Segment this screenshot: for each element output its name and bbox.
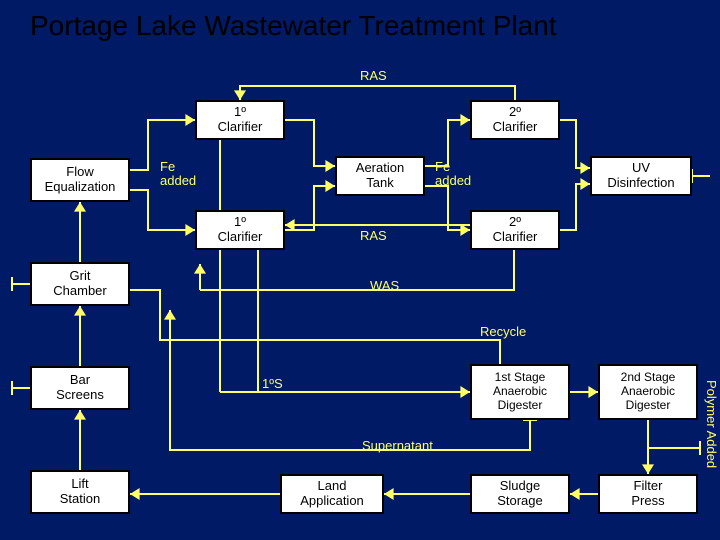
conn-grit-in [12,277,30,291]
conn-pc-top-to-aer [285,120,335,172]
node-pc-bot: 1º Clarifier [195,210,285,250]
conn-sc-bot-to-uv [560,178,590,230]
conn-lift-to-bar [74,410,86,470]
conn-d1-to-d2 [570,386,598,398]
conn-bar-in [12,381,30,395]
node-uv: UV Disinfection [590,156,692,196]
conn-ras-top-line [234,86,515,100]
conn-uv-out [692,169,710,183]
conn-land-to-lift [130,488,280,500]
node-filter: Filter Press [598,474,698,514]
label-was: WAS [370,278,399,293]
node-grit: Grit Chamber [30,262,130,306]
node-d1: 1st Stage Anaerobic Digester [470,364,570,420]
conn-was-arrow-up [194,264,206,290]
conn-flow-to-pc-bot [130,190,195,236]
node-flow-eq: Flow Equalization [30,158,130,202]
conn-sc-top-to-uv [560,120,590,174]
label-recycle: Recycle [480,324,526,339]
conn-filter-to-sludge [570,488,598,500]
node-pc-top: 1º Clarifier [195,100,285,140]
label-supernatant: Supernatant [362,438,433,453]
label-fe2: Fe added [435,160,471,187]
label-ras-top: RAS [360,68,387,83]
node-sc-bot: 2º Clarifier [470,210,560,250]
conn-aer-to-sc-bot [425,186,470,236]
node-bar: Bar Screens [30,366,130,410]
label-ps: 1ºS [262,376,283,391]
conn-recycle-line [74,262,500,364]
node-lift: Lift Station [30,470,130,514]
node-sludge: Sludge Storage [470,474,570,514]
node-land: Land Application [280,474,384,514]
conn-poly-tbar [648,441,700,455]
conn-grit-to-flow [74,202,86,262]
node-d2: 2nd Stage Anaerobic Digester [598,364,698,420]
node-aer: Aeration Tank [335,156,425,196]
conn-bar-to-grit [74,306,86,366]
conn-was-line [200,250,514,290]
node-sc-top: 2º Clarifier [470,100,560,140]
conn-sludge-to-land [384,488,470,500]
label-ras-mid: RAS [360,228,387,243]
label-polymer: Polymer Added [704,380,719,468]
label-fe1: Fe added [160,160,196,187]
